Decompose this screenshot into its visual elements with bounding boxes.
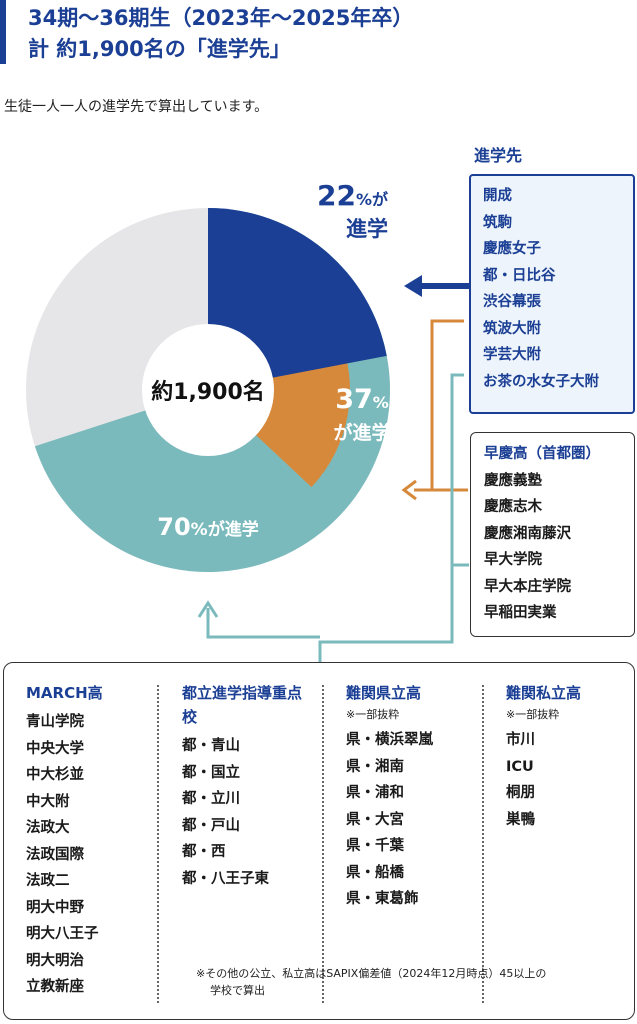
school-item: 立教新座 [26,979,84,995]
column-divider [322,685,324,1003]
school-item: 慶應湘南藤沢 [484,525,571,542]
column-note: ※一部抜粋 [346,708,400,721]
school-item: 青山学院 [26,714,84,730]
center-label: 約1,900名 [151,379,265,405]
column-title: 難関私立高 [506,684,582,702]
school-item: 早稲田実業 [484,605,557,621]
orange-arrowhead [401,479,417,501]
school-item: 県・浦和 [346,785,404,801]
soukei-list: 慶應義塾慶應志木慶應湘南藤沢 早大学院早大本庄学院 早稲田実業 [484,468,600,627]
column-march: MARCH高 青山学院中央大学中大杉並中大附法政大法政国際法政二明大中野明大八王… [26,681,103,1001]
column-title: 都立進学指導重点校 [182,684,303,726]
blue-arrowhead [404,275,422,297]
school-item: 法政二 [26,873,70,889]
school-item: 法政国際 [26,846,84,863]
school-item: 巣鴨 [506,811,535,828]
school-item: 早大学院 [484,552,542,568]
school-item: 中大附 [26,793,70,810]
donut-hole [142,324,274,456]
school-item: 市川 [506,732,535,748]
intro-text: 生徒一人一人の進学先で算出しています。 [4,99,269,115]
soukei-box: 早慶高（首都圏） 慶應義塾慶應志木慶應湘南藤沢 早大学院早大本庄学院 早稲田実業 [470,432,635,637]
school-item: 中大杉並 [26,767,84,783]
teal-connector-line [206,373,469,662]
school-item: 都・戸山 [182,817,240,834]
footnote-line1: ※その他の公立、私立高はSAPIX偏差値（2024年12月時点）45以上の [196,967,547,980]
school-item: 早大本庄学院 [484,578,571,595]
header-accent-bar [0,0,6,64]
school-item: 県・横浜翠嵐 [346,732,433,748]
footnote: ※その他の公立、私立高はSAPIX偏差値（2024年12月時点）45以上の 学校… [196,965,546,999]
column-title: 難関県立高 [346,684,422,702]
school-item: 学芸大附 [483,347,541,363]
footnote-line2: 学校で算出 [210,984,265,997]
label-22-num: 22%が [317,179,388,212]
top-school-list: 開成筑駒慶應女子都・日比谷渋谷幕張筑波大附学芸大附お茶の水女子大附 [483,183,599,395]
school-item: 都・日比谷 [483,267,556,284]
school-item: 明大明治 [26,952,84,969]
column-divider [157,685,159,1003]
label-22-line2: 進学 [346,217,388,241]
school-item: 県・千葉 [346,838,404,854]
header-title-line2: 計 約1,900名の「進学先」 [28,37,291,61]
column-kenritsu: 難関県立高 ※一部抜粋 県・横浜翠嵐 県・湘南県・浦和県・大宮県・千葉県・船橋県・… [346,681,433,913]
school-item: 県・船橋 [346,864,404,881]
school-item: 法政大 [26,820,70,836]
school-item: 県・東葛飾 [346,891,419,907]
label-37-num: 37% [335,384,389,415]
high-school-categories-box: MARCH高 青山学院中央大学中大杉並中大附法政大法政国際法政二明大中野明大八王… [3,662,635,1020]
school-item: 慶應志木 [484,499,542,515]
school-item: 慶應女子 [483,241,541,257]
school-item: お茶の水女子大附 [483,373,599,390]
school-item: 開成 [483,188,512,204]
school-item: 筑駒 [483,214,512,231]
column-title: MARCH高 [26,684,103,702]
header-title-line1: 34期～36期生（2023年～2025年卒） [28,6,414,30]
school-item: ICU [506,758,534,775]
school-item: 都・八王子東 [182,870,269,887]
orange-connector-line [414,319,468,492]
label-70: 70%が進学 [157,513,258,541]
school-item: 県・湘南 [346,758,404,775]
top-school-box: 開成筑駒慶應女子都・日比谷渋谷幕張筑波大附学芸大附お茶の水女子大附 [469,174,635,414]
column-toritsu: 都立進学指導重点校 都・青山都・国立都・立川都・戸山都・西都・八王子東 [182,681,307,892]
school-item: 都・青山 [182,738,240,754]
column-divider [482,685,484,1003]
label-37-line2: が進学 [333,421,390,444]
school-item: 都・立川 [182,791,240,807]
soukei-title: 早慶高（首都圏） [484,446,600,462]
school-item: 渋谷幕張 [483,294,541,310]
column-note: ※一部抜粋 [506,708,560,721]
school-item: 明大八王子 [26,926,99,942]
school-item: 明大中野 [26,899,84,916]
school-item: 都・西 [182,844,226,860]
column-shiritsu: 難関私立高 ※一部抜粋 市川 ICU 桐朋巣鴨 [506,681,581,833]
school-item: 都・国立 [182,764,240,781]
school-item: 県・大宮 [346,811,404,828]
school-item: 慶應義塾 [484,472,542,489]
teal-arrowhead [197,600,219,618]
school-item: 中央大学 [26,740,84,757]
school-item: 桐朋 [506,785,535,801]
school-item: 筑波大附 [483,320,541,337]
destination-title: 進学先 [474,146,523,165]
